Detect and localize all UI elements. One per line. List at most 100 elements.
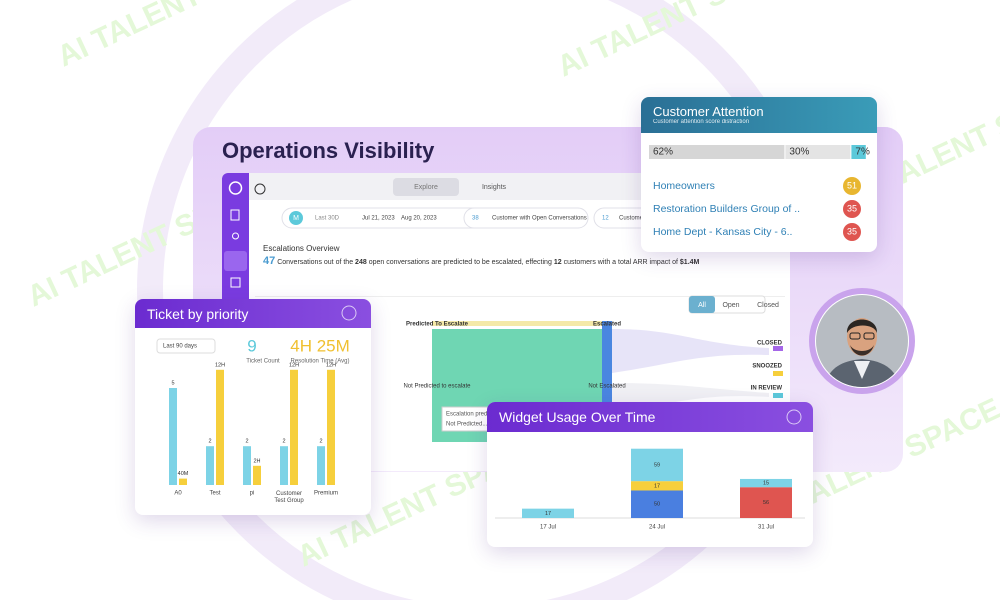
card-title: Widget Usage Over Time bbox=[499, 409, 656, 425]
bar bbox=[179, 478, 187, 485]
bar-segment bbox=[522, 508, 574, 518]
x-tick-label: Premium bbox=[314, 491, 338, 497]
icon[interactable] bbox=[230, 209, 240, 221]
bar bbox=[253, 465, 261, 485]
dropdown[interactable] bbox=[156, 338, 216, 354]
value-label: 12H bbox=[289, 362, 299, 368]
x-tick-label: 17 Jul bbox=[540, 525, 556, 531]
tab[interactable]: Explore bbox=[414, 184, 438, 191]
text: open conversations are predicted to be e… bbox=[368, 259, 552, 266]
avatar-photo bbox=[809, 288, 915, 394]
expand[interactable] bbox=[254, 183, 266, 195]
button-active[interactable] bbox=[689, 296, 715, 313]
value: 47 bbox=[263, 255, 276, 267]
x-tick-label: 24 Jul bbox=[649, 525, 665, 531]
attention-body: 62% 30% 7% Homeowners 51 Restoration Builders… bbox=[649, 108, 870, 241]
bar bbox=[243, 446, 251, 485]
score: 51 bbox=[847, 180, 857, 190]
bar-segment bbox=[631, 448, 683, 482]
customer-name[interactable]: Restoration Builders Group of .. bbox=[653, 203, 800, 215]
value-label: 2 bbox=[208, 439, 211, 445]
icon[interactable] bbox=[232, 232, 239, 240]
kpi: 9 bbox=[247, 336, 256, 355]
distribution-bar bbox=[649, 145, 785, 159]
value-label: 5 bbox=[171, 380, 174, 386]
bar bbox=[206, 446, 214, 485]
kpi-label: Ticket Count bbox=[246, 359, 280, 365]
card-title: Ticket by priority bbox=[147, 305, 249, 322]
start-date: Jul 21, 2023 bbox=[362, 216, 395, 222]
score: 35 bbox=[847, 203, 857, 213]
value: $1.4M bbox=[679, 259, 700, 266]
customer-name[interactable]: Homeowners bbox=[653, 180, 715, 192]
status-label: CLOSED bbox=[757, 341, 783, 347]
value-label: 59 bbox=[654, 462, 660, 468]
logo bbox=[786, 409, 802, 425]
section-title: Escalations Overview bbox=[263, 244, 340, 253]
x-tick-label: Customer Test Group bbox=[274, 491, 304, 504]
icon-active[interactable] bbox=[224, 251, 247, 271]
tab[interactable]: Insights bbox=[482, 184, 507, 191]
avatar bbox=[289, 211, 303, 225]
tooltip-text: Not Predicted... bbox=[446, 422, 488, 428]
text: customers with a total ARR impact of bbox=[563, 259, 678, 266]
distribution-label: 7% bbox=[855, 147, 870, 158]
value-label: 50 bbox=[654, 502, 660, 508]
x-tick-label: A0 bbox=[174, 491, 182, 497]
node-label: Predicted To Escalate bbox=[406, 322, 469, 328]
value-label: 2 bbox=[245, 439, 248, 445]
summary: 47 Conversations out of the 248 open con… bbox=[263, 255, 733, 269]
chip-text: Customer... bbox=[619, 216, 650, 222]
kpi: 4H 25M bbox=[290, 336, 350, 355]
distribution-bar bbox=[851, 145, 866, 159]
end-date: Aug 20, 2023 bbox=[401, 216, 437, 222]
distribution-label: 30% bbox=[789, 147, 809, 158]
value-label: 15 bbox=[763, 481, 769, 487]
customer-name[interactable]: Home Dept - Kansas City - 6.. bbox=[653, 226, 792, 238]
chip[interactable] bbox=[463, 207, 589, 229]
tooltip-text: Escalation predi... bbox=[446, 412, 494, 418]
ticket-card: Ticket by priority Last 90 days 9 Ticket… bbox=[135, 299, 371, 515]
page-title: Operations Visibility bbox=[222, 138, 435, 163]
card-title: Customer Attention bbox=[653, 104, 764, 119]
value: 12 bbox=[553, 259, 562, 266]
bar-segment bbox=[631, 490, 683, 518]
distribution-label: 62% bbox=[653, 147, 673, 158]
chip-text: Customer with Open Conversations bbox=[492, 216, 587, 222]
node-label: Not Escalated bbox=[588, 384, 625, 390]
bar bbox=[280, 446, 288, 485]
value-label: 12H bbox=[215, 362, 225, 368]
status-label: IN REVIEW bbox=[751, 386, 783, 392]
widget-card: Widget Usage Over Time 17 Jul 17 24 Jul 50 1… bbox=[487, 402, 813, 547]
bar-segment bbox=[740, 487, 792, 518]
button[interactable]: Closed bbox=[757, 302, 779, 309]
kpi-label: Resolution Time (Avg) bbox=[291, 359, 350, 365]
node bbox=[602, 321, 612, 442]
button[interactable]: Open bbox=[722, 302, 739, 309]
node bbox=[773, 393, 783, 398]
tab-active[interactable] bbox=[393, 178, 459, 196]
card-subtitle: Customer attention score distraction bbox=[653, 119, 750, 125]
icon[interactable] bbox=[230, 277, 241, 288]
node-label: Not Predicted to escalate bbox=[403, 384, 471, 390]
value-label: 40M bbox=[178, 471, 189, 477]
button[interactable]: All bbox=[698, 302, 706, 309]
card-header: Widget Usage Over Time bbox=[487, 402, 813, 432]
logo bbox=[228, 181, 243, 195]
bar bbox=[169, 388, 177, 485]
score-badge bbox=[843, 177, 861, 195]
range: Last 30D bbox=[315, 216, 340, 222]
dropdown-text: Last 90 days bbox=[163, 344, 197, 350]
chip-count: 12 bbox=[602, 216, 609, 222]
logo bbox=[341, 305, 357, 321]
x-tick-label: Test bbox=[209, 491, 220, 497]
x-tick-label: pi bbox=[250, 491, 255, 497]
bar-segment bbox=[631, 481, 683, 491]
distribution-bar bbox=[785, 145, 851, 159]
value-label: 2 bbox=[282, 439, 285, 445]
sidebar-icons bbox=[224, 181, 247, 288]
card-header: Customer Attention Customer attention sc… bbox=[641, 97, 877, 133]
node-label: Escalated bbox=[593, 322, 621, 328]
value-label: 2 bbox=[319, 439, 322, 445]
